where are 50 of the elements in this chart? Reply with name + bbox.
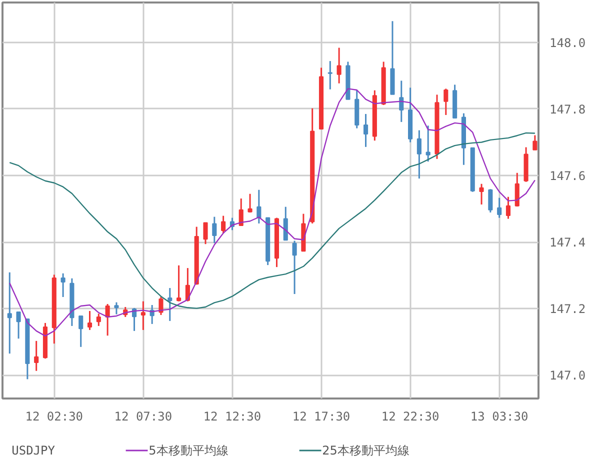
candlestick xyxy=(212,216,217,244)
candlestick xyxy=(497,197,502,219)
line-series xyxy=(9,88,536,337)
candlestick xyxy=(248,193,252,214)
candlestick xyxy=(444,88,448,116)
candlestick xyxy=(416,130,422,180)
legend-label: 25本移動平均線 xyxy=(322,444,410,458)
candlestick xyxy=(488,188,493,214)
candlestick xyxy=(238,198,244,226)
candlestick xyxy=(283,206,288,241)
candlestick xyxy=(158,296,164,316)
x-tick-label: 12 02:30 xyxy=(25,410,84,424)
candlestick xyxy=(16,311,21,340)
candlestick xyxy=(336,47,342,84)
y-tick-label: 148.0 xyxy=(550,36,586,50)
y-tick-label: 147.8 xyxy=(550,102,586,116)
candlestick xyxy=(168,287,172,322)
candlestick xyxy=(60,272,66,298)
candlestick xyxy=(363,113,368,148)
x-tick-label: 13 03:30 xyxy=(470,410,528,424)
candlestick xyxy=(506,196,511,220)
candlestick xyxy=(96,312,101,327)
line-series xyxy=(9,132,536,309)
text: USDJPY xyxy=(12,444,56,458)
candlestick xyxy=(532,134,538,151)
y-tick-label: 147.0 xyxy=(550,368,586,383)
candlestick xyxy=(140,300,146,331)
candlestick xyxy=(87,310,92,331)
candlestick xyxy=(426,124,430,162)
y-tick-label: 147.2 xyxy=(550,302,586,316)
y-tick-label: 147.6 xyxy=(550,169,586,184)
candlestick xyxy=(221,215,226,234)
candlestick xyxy=(7,272,12,354)
y-tick-label: 147.4 xyxy=(550,236,586,250)
candlestick xyxy=(203,222,208,245)
candlestick xyxy=(176,264,182,302)
legend-label: 5本移動平均線 xyxy=(148,444,228,458)
candlestick xyxy=(479,183,484,206)
candlestick xyxy=(78,315,84,348)
x-tick-label: 12 12:30 xyxy=(203,410,262,424)
candlestick xyxy=(114,302,119,316)
candlestick xyxy=(256,189,262,224)
candlestick xyxy=(292,240,297,295)
candlestick xyxy=(514,172,520,208)
candlestick xyxy=(34,340,39,372)
x-tick-label: 12 22:30 xyxy=(381,410,440,424)
candlestick xyxy=(399,80,404,123)
x-tick-label: 12 17:30 xyxy=(292,410,350,424)
candlestick xyxy=(328,60,332,90)
x-tick-label: 12 07:30 xyxy=(114,410,172,424)
